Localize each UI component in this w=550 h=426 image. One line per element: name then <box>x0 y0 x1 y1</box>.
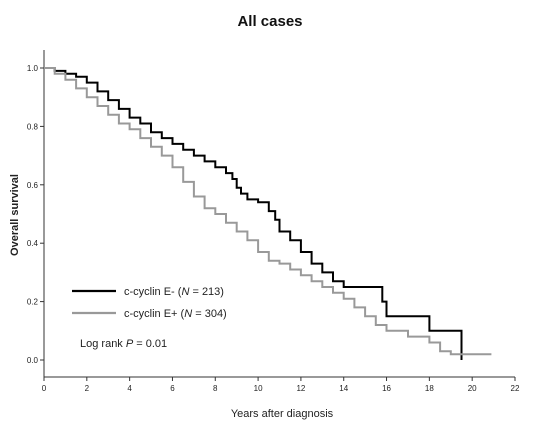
x-axis-title: Years after diagnosis <box>231 408 334 420</box>
x-tick-label: 12 <box>296 384 305 393</box>
series-line-c-cyclin-e-pos <box>44 67 492 356</box>
plot-area <box>44 67 492 360</box>
x-tick-label: 6 <box>170 384 175 393</box>
x-tick-label: 16 <box>382 384 391 393</box>
legend-label-c-cyclin-e-pos: c-cyclin E+ (N = 304) <box>124 308 227 320</box>
x-tick-label: 8 <box>213 384 218 393</box>
x-tick-label: 10 <box>254 384 263 393</box>
y-tick-label: 0.4 <box>27 239 39 248</box>
legend: c-cyclin E- (N = 213) c-cyclin E+ (N = 3… <box>72 286 227 320</box>
x-tick-label: 20 <box>468 384 477 393</box>
chart-title: All cases <box>237 13 302 30</box>
y-tick-label: 0.6 <box>27 181 39 190</box>
y-tick-label: 0.0 <box>27 356 39 365</box>
x-tick-label: 18 <box>425 384 434 393</box>
y-tick-label: 0.8 <box>27 122 39 131</box>
x-tick-label: 0 <box>42 384 47 393</box>
series-line-c-cyclin-e-neg <box>44 67 463 360</box>
x-tick-label: 14 <box>339 384 348 393</box>
log-rank-annotation: Log rank P = 0.01 <box>80 338 167 350</box>
y-tick-label: 0.2 <box>27 298 39 307</box>
x-tick-label: 2 <box>85 384 90 393</box>
legend-label-c-cyclin-e-neg: c-cyclin E- (N = 213) <box>124 286 224 298</box>
axes: 0 2 4 6 8 10 12 14 16 18 20 22 0.0 0.2 0.4 0.6 0.8 1.0 <box>27 50 520 393</box>
x-tick-label: 22 <box>511 384 520 393</box>
y-axis-title: Overall survival <box>9 174 21 256</box>
y-tick-label: 1.0 <box>27 64 39 73</box>
x-tick-label: 4 <box>127 384 132 393</box>
